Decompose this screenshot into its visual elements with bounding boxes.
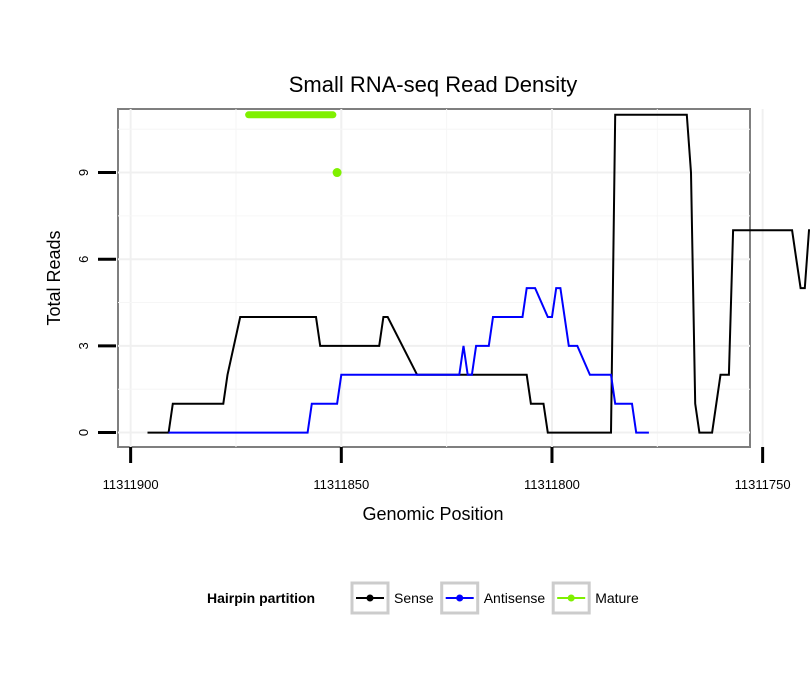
legend-swatch-dot-mature	[567, 594, 575, 602]
x-tick-label: 11311900	[103, 477, 159, 492]
legend-swatch-dot-sense	[366, 594, 374, 602]
series-lines	[147, 111, 810, 434]
legend-label-mature: Mature	[595, 590, 639, 606]
y-axis: 0 3 6 9	[76, 169, 116, 436]
x-tick-label: 11311750	[735, 477, 791, 492]
legend: Hairpin partition Sense Antisense Mature	[207, 581, 639, 615]
x-axis: 11311900 11311850 11311800 11311750	[103, 447, 791, 492]
x-axis-label: Genomic Position	[362, 504, 503, 524]
x-tick-label: 11311800	[524, 477, 580, 492]
legend-label-antisense: Antisense	[484, 590, 546, 606]
legend-entry-mature: Mature	[551, 581, 639, 615]
legend-swatch-dot-antisense	[456, 594, 464, 602]
legend-entry-sense: Sense	[350, 581, 434, 615]
y-axis-label: Total Reads	[44, 230, 64, 325]
y-tick-label: 0	[76, 429, 91, 436]
chart-title: Small RNA-seq Read Density	[289, 72, 578, 97]
mature-point	[332, 168, 342, 178]
y-tick-label: 9	[76, 169, 91, 176]
antisense-series-line	[168, 287, 649, 434]
legend-entry-antisense: Antisense	[440, 581, 546, 615]
grid-lines	[118, 109, 764, 447]
y-tick-label: 3	[76, 342, 91, 349]
x-tick-label: 11311850	[313, 477, 369, 492]
plot-panel	[117, 108, 751, 448]
y-tick-label: 6	[76, 256, 91, 263]
legend-title: Hairpin partition	[207, 590, 315, 606]
legend-label-sense: Sense	[394, 590, 434, 606]
